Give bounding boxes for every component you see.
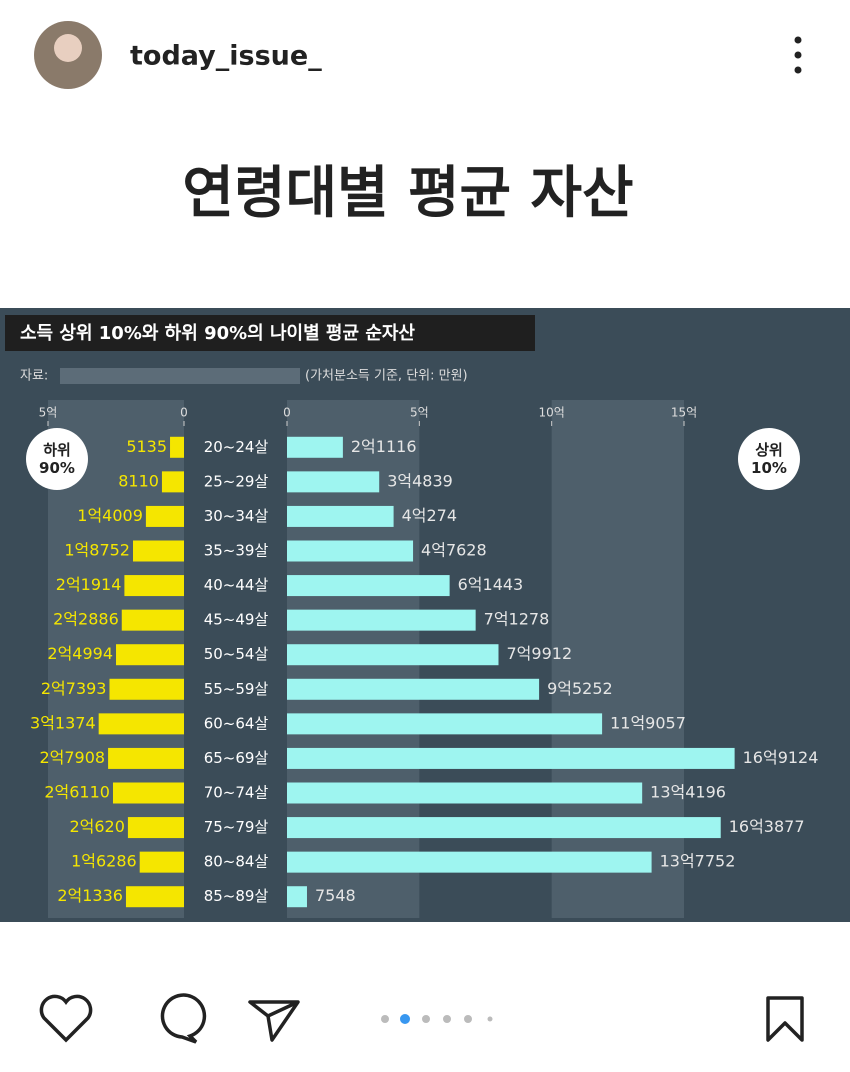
x-tick-label: 15억 [671, 406, 697, 420]
value-label: 6억1443 [458, 575, 524, 594]
comment-button[interactable] [160, 993, 207, 1044]
like-button[interactable] [39, 994, 93, 1043]
username[interactable]: today_issue_ [130, 41, 322, 72]
bar [287, 436, 343, 458]
carousel-dots [381, 1014, 493, 1024]
category-label: 45~49살 [204, 611, 269, 629]
value-label: 2억7393 [41, 679, 107, 698]
value-label: 7억9912 [507, 644, 573, 663]
category-label: 35~39살 [204, 542, 269, 560]
bar [287, 505, 394, 527]
bar [287, 575, 450, 597]
category-label: 70~74살 [204, 784, 269, 802]
category-label: 40~44살 [204, 576, 269, 594]
bar [145, 505, 184, 527]
save-button[interactable] [766, 996, 804, 1042]
category-label: 75~79살 [204, 818, 269, 836]
bar [287, 609, 476, 631]
bar [287, 471, 380, 493]
bar [139, 851, 184, 873]
value-label: 3억4839 [387, 471, 453, 490]
category-label: 25~29살 [204, 472, 269, 490]
value-label: 2억4994 [47, 644, 113, 663]
bar [161, 471, 184, 493]
value-label: 9억5252 [547, 679, 613, 698]
bar [170, 436, 184, 458]
x-tick-label: 0 [180, 406, 188, 420]
avatar-face [54, 34, 82, 62]
share-button[interactable] [248, 1000, 300, 1042]
category-label: 65~69살 [204, 749, 269, 767]
value-label: 2억1914 [56, 575, 122, 594]
bar [124, 575, 184, 597]
value-label: 13억7752 [660, 852, 736, 871]
category-label: 20~24살 [204, 438, 269, 456]
value-label: 2억2886 [53, 610, 119, 629]
value-label: 2억1336 [57, 886, 123, 905]
bar [108, 747, 184, 769]
bar [287, 817, 721, 839]
category-label: 30~34살 [204, 507, 269, 525]
bar [109, 678, 184, 700]
value-label: 13억4196 [650, 783, 726, 802]
category-label: 50~54살 [204, 645, 269, 663]
value-label: 2억7908 [39, 748, 105, 767]
x-tick-label: 10억 [539, 406, 565, 420]
value-label: 8110 [118, 471, 159, 490]
value-label: 5135 [126, 437, 167, 456]
bar [98, 713, 184, 735]
bar [112, 782, 184, 804]
bar [287, 782, 643, 804]
value-label: 4억7628 [421, 541, 487, 560]
bar [287, 851, 652, 873]
category-label: 55~59살 [204, 680, 269, 698]
value-label: 2억1116 [351, 437, 417, 456]
bar [287, 747, 735, 769]
value-label: 7억1278 [484, 610, 550, 629]
legend-entry: 하위 90% [26, 428, 88, 490]
value-label: 2억6110 [44, 783, 110, 802]
value-label: 1억8752 [64, 541, 130, 560]
value-label: 11억9057 [610, 713, 686, 732]
bar [125, 886, 184, 908]
bar [127, 817, 184, 839]
bar [287, 540, 414, 562]
x-tick-label: 0 [283, 406, 291, 420]
category-label: 60~64살 [204, 714, 269, 732]
value-label: 2억620 [69, 817, 124, 836]
post-title: 연령대별 평균 자산 [182, 161, 633, 226]
x-tick-label: 5억 [410, 406, 429, 420]
bar [287, 713, 603, 735]
value-label: 7548 [315, 886, 356, 905]
bar [116, 644, 184, 666]
bar [287, 678, 540, 700]
value-label: 16억3877 [729, 817, 805, 836]
unit-note: (가처분소득 기준, 단위: 만원) [305, 369, 468, 384]
category-label: 80~84살 [204, 853, 269, 871]
chart: 5억 0 0 5억 10억 15억 20~24살 5135 2억1116 25~29살 8110 3억… [30, 400, 818, 918]
value-label: 4억274 [402, 506, 457, 525]
bar [287, 886, 307, 908]
value-label: 1억6286 [71, 852, 137, 871]
legend-entry: 상위 10% [738, 428, 800, 490]
bar [132, 540, 184, 562]
value-label: 16억9124 [743, 748, 819, 767]
chart-title: 소득 상위 10%와 하위 90%의 나이별 평균 순자산 [20, 323, 415, 344]
category-label: 85~89살 [204, 887, 269, 905]
chart-title-bg [5, 315, 535, 351]
value-label: 3억1374 [30, 713, 96, 732]
value-label: 1억4009 [77, 506, 143, 525]
source-label: 자료: [20, 369, 48, 384]
bar [287, 644, 499, 666]
bar [121, 609, 184, 631]
x-tick-label: 5억 [39, 406, 58, 420]
blurred-source [60, 368, 300, 384]
more-menu[interactable] [794, 36, 802, 74]
